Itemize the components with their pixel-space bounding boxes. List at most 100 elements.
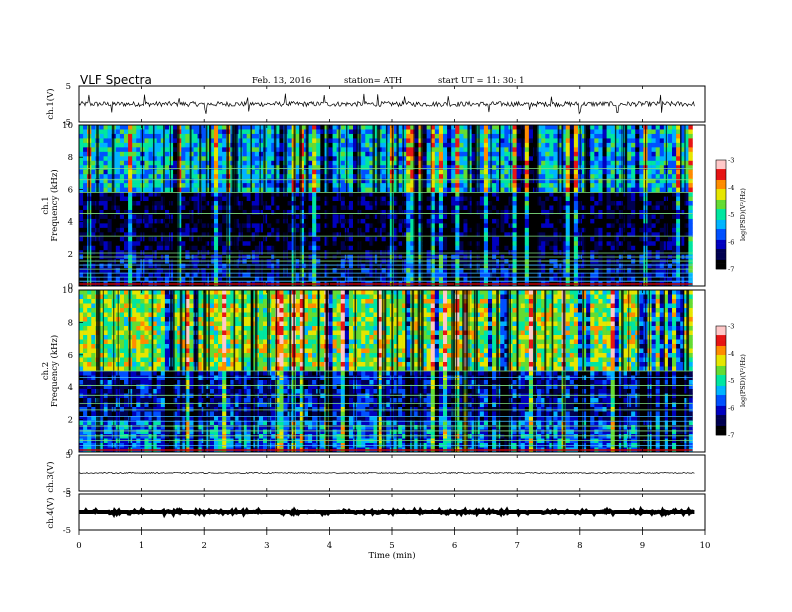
- ch1-spectrogram-cell: [132, 268, 137, 273]
- ch1-spectrogram-cell: [271, 151, 276, 157]
- ch1-spectrogram-cell: [618, 227, 624, 233]
- ch1-spectrogram-cell: [168, 209, 174, 215]
- ch1-spectrogram-cell: [393, 209, 399, 215]
- ch1-spectrogram-cell: [504, 156, 509, 162]
- ch1-spectrogram-cell: [332, 160, 337, 166]
- ch1-spectrogram-cell: [516, 214, 522, 220]
- ch1-spectrogram-cell: [492, 151, 497, 157]
- ch1-spectrogram-cell: [91, 236, 96, 242]
- ch1-spectrogram-cell: [201, 263, 207, 269]
- ch1-spectrogram-cell: [168, 133, 174, 139]
- ch1-spectrogram-cell: [500, 245, 505, 251]
- ch1-spectrogram-cell: [189, 201, 194, 206]
- ch1-spectrogram-cell: [205, 174, 211, 179]
- ch1-spectrogram-cell: [500, 214, 505, 220]
- ch1-spectrogram-cell: [524, 223, 530, 229]
- ch1-spectrogram-cell: [516, 187, 522, 193]
- ch1-spectrogram-cell: [393, 165, 399, 171]
- ch1-spectrogram-cell: [414, 263, 419, 269]
- ch1-spectrogram-cell: [369, 209, 374, 215]
- ch1-spectrogram-cell: [471, 187, 477, 193]
- ch1-spectrogram-cell: [361, 156, 366, 162]
- ch1-spectrogram-cell: [573, 263, 579, 269]
- ch1-spectrogram-cell: [185, 259, 190, 264]
- ch1-spectrogram-cell: [639, 263, 644, 269]
- ch1-spectrogram-cell: [185, 160, 190, 166]
- ch1-spectrogram-cell: [132, 147, 137, 153]
- ch1-spectrogram-cell: [598, 192, 603, 197]
- ch1-spectrogram-cell: [496, 160, 501, 166]
- ch1-spectrogram-cell: [144, 151, 149, 157]
- ch1-spectrogram-cell: [438, 174, 444, 179]
- ch1-spectrogram-cell: [132, 245, 137, 251]
- ch1-spectrogram-cell: [618, 169, 624, 175]
- ch1-spectrogram-cell: [258, 241, 264, 247]
- ch1-spectrogram-cell: [655, 129, 661, 135]
- ch1-spectrogram-cell: [614, 263, 620, 269]
- ch1-spectrogram-cell: [451, 192, 456, 197]
- ch1-spectrogram-cell: [434, 201, 440, 206]
- ch1-spectrogram-cell: [320, 201, 325, 206]
- ch1-spectrogram-cell: [312, 201, 317, 206]
- ch1-spectrogram-cell: [614, 138, 620, 144]
- ch1-spectrogram-cell: [381, 165, 387, 171]
- ch1-spectrogram-cell: [275, 192, 280, 197]
- ch1-spectrogram-cell: [590, 205, 595, 211]
- ch1-spectrogram-cell: [320, 187, 325, 193]
- ch1-spectrogram-cell: [193, 160, 198, 166]
- ch1-spectrogram-cell: [569, 174, 575, 179]
- ch1-spectrogram-cell: [308, 187, 313, 193]
- ch1-spectrogram-cell: [103, 263, 108, 269]
- ch1-spectrogram-cell: [684, 196, 689, 202]
- ch1-spectrogram-cell: [438, 192, 444, 197]
- ch1-spectrogram-cell: [655, 142, 661, 148]
- ch1-spectrogram-cell: [287, 245, 292, 251]
- ch1-spectrogram-cell: [541, 227, 546, 233]
- ch1-spectrogram-cell: [168, 214, 174, 220]
- ch1-spectrogram-cell: [250, 178, 256, 184]
- ch1-spectrogram-cell: [631, 245, 636, 251]
- ch1-spectrogram-cell: [160, 227, 166, 233]
- ch1-spectrogram-cell: [132, 165, 137, 171]
- ch1-spectrogram-cell: [434, 125, 440, 130]
- ch1-spectrogram-cell: [340, 227, 346, 233]
- ch1-spectrogram-cell: [173, 187, 178, 193]
- ch1-spectrogram-cell: [487, 138, 493, 144]
- ch1-spectrogram-cell: [447, 169, 452, 175]
- ch1-spectrogram-cell: [414, 236, 419, 242]
- ch1-spectrogram-cell: [373, 205, 378, 211]
- ch1-spectrogram-cell: [168, 245, 174, 251]
- ch1-spectrogram-cell: [189, 147, 194, 153]
- ch1-spectrogram-cell: [295, 227, 301, 233]
- ch1-spectrogram-cell: [193, 183, 198, 188]
- ch1-spectrogram-cell: [332, 241, 337, 247]
- ch1-spectrogram-cell: [398, 192, 403, 197]
- ch1-spectrogram-cell: [254, 133, 260, 139]
- ch1-spectrogram-cell: [393, 196, 399, 202]
- ch1-spectrogram-cell: [123, 268, 129, 273]
- ch1-spectrogram-cell: [606, 268, 611, 273]
- ch1-spectrogram-cell: [569, 129, 575, 135]
- ch1-spectrogram-cell: [365, 227, 370, 233]
- ch1-spectrogram-cell: [287, 147, 292, 153]
- ch1-spectrogram-cell: [606, 142, 611, 148]
- ch1-spectrogram-cell: [569, 214, 575, 220]
- ch1-spectrogram-cell: [320, 183, 325, 188]
- ch1-spectrogram-cell: [537, 223, 542, 229]
- ch1-spectrogram-cell: [99, 192, 104, 197]
- ch1-spectrogram-cell: [590, 138, 595, 144]
- ch1-spectrogram-cell: [680, 223, 685, 229]
- ch1-spectrogram-cell: [279, 174, 284, 179]
- ch1-spectrogram-cell: [213, 147, 219, 153]
- ch1-spectrogram-cell: [627, 183, 632, 188]
- ch1-spectrogram-cell: [213, 156, 219, 162]
- ch1-spectrogram-cell: [676, 236, 681, 242]
- ch1-spectrogram-cell: [246, 125, 252, 130]
- ch1-spectrogram-cell: [516, 183, 522, 188]
- ch1-spectrogram-cell: [398, 129, 403, 135]
- ch1-spectrogram-cell: [487, 151, 493, 157]
- ch1-spectrogram-cell: [181, 147, 186, 153]
- ch1-spectrogram-cell: [631, 259, 636, 264]
- ch1-spectrogram-cell: [537, 133, 542, 139]
- ch1-spectrogram-cell: [684, 205, 689, 211]
